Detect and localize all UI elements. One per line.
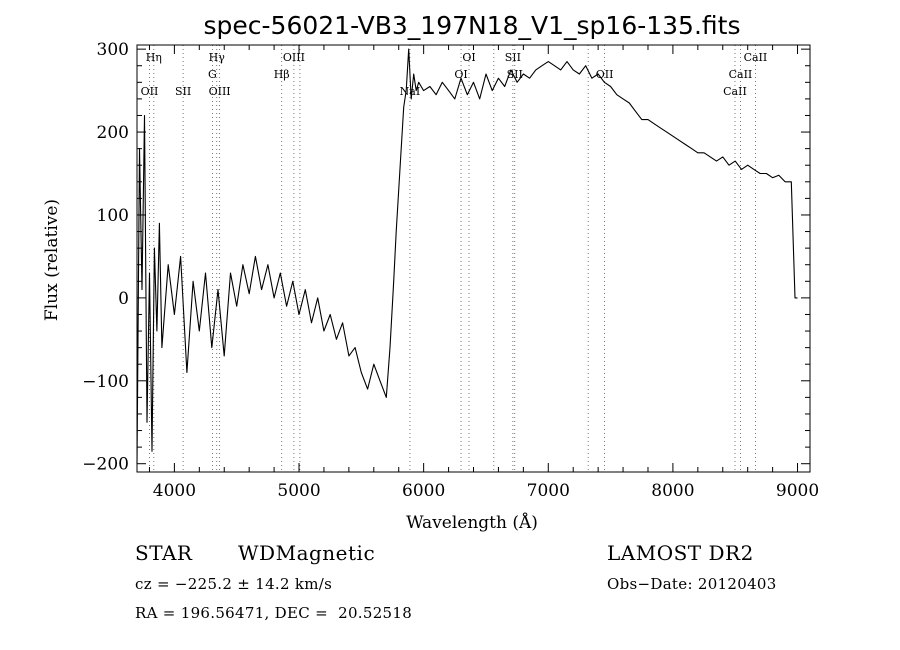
line-marker-label: CaII	[729, 68, 753, 81]
object-subclass: WDMagnetic	[238, 541, 376, 565]
object-class: STAR	[135, 541, 193, 565]
y-tick-label: −200	[82, 455, 129, 475]
line-marker-label: Hβ	[274, 68, 290, 81]
y-tick-label: 200	[97, 123, 129, 143]
series-layer	[136, 48, 798, 464]
line-marker-label: OI	[462, 51, 475, 64]
survey-name: LAMOST DR2	[607, 541, 754, 565]
line-marker-label: OIII	[283, 51, 305, 64]
x-tick-label: 4000	[153, 481, 196, 501]
line-marker-label: CaII	[744, 51, 768, 64]
y-tick-label: −100	[82, 372, 129, 392]
line-marker-label: OII	[596, 68, 614, 81]
line-marker-label: OII	[141, 85, 159, 98]
x-axis-label: Wavelength (Å)	[406, 512, 538, 533]
line-marker-label: SII	[505, 51, 521, 64]
line-marker-label: Hγ	[209, 51, 226, 64]
line-marker-label: OIII	[209, 85, 231, 98]
x-tick-label: 5000	[277, 481, 320, 501]
y-tick-label: 100	[97, 206, 129, 226]
y-tick-label: 300	[97, 40, 129, 60]
observation-date: Obs−Date: 20120403	[607, 575, 777, 593]
line-marker-label: OI	[454, 68, 467, 81]
axes: 4000 5000 6000 7000 8000 9000 −200 −100 0 100 200 3…	[82, 40, 819, 501]
line-marker-label: CaII	[723, 85, 747, 98]
x-tick-label: 8000	[651, 481, 694, 501]
plot-frame	[136, 44, 811, 473]
x-tick-label: 6000	[402, 481, 445, 501]
line-marker-label: Hη	[146, 51, 162, 64]
line-marker-label: SII	[175, 85, 191, 98]
x-tick-label: 7000	[527, 481, 570, 501]
x-tick-label: 9000	[776, 481, 819, 501]
chart-title: spec-56021-VB3_197N18_V1_sp16-135.fits	[204, 11, 741, 40]
coordinates: RA = 196.56471, DEC = 20.52518	[135, 604, 413, 622]
y-axis-label: Flux (relative)	[42, 199, 62, 321]
y-tick-label: 0	[118, 289, 129, 309]
redshift-velocity: cz = −225.2 ± 14.2 km/s	[135, 575, 333, 593]
line-marker-label: G	[208, 68, 217, 81]
spectrum-line	[136, 48, 798, 464]
line-marker-label: NaI	[400, 85, 421, 98]
